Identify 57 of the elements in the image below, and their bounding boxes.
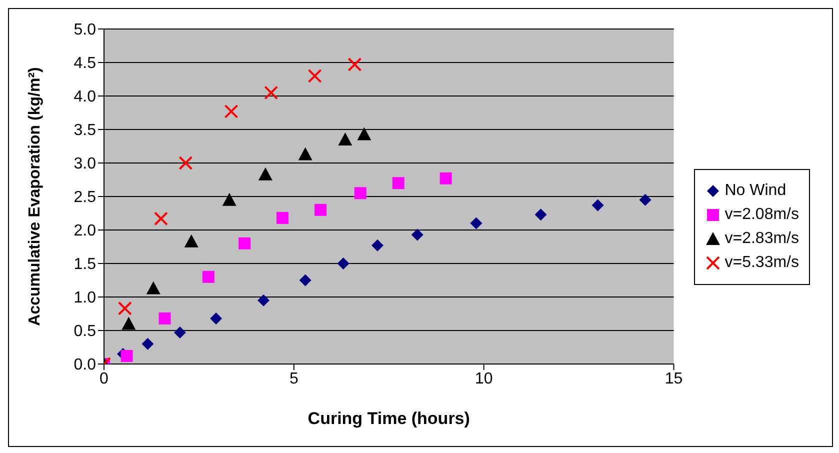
point — [174, 326, 186, 339]
point — [154, 212, 168, 226]
y-tick-label: 4.5 — [74, 55, 96, 72]
y-axis-title: Accumulative Evaporation (kg/m²) — [26, 67, 44, 326]
point — [238, 237, 251, 250]
y-tick-label: 2.0 — [74, 222, 96, 240]
x-tick-label: 0 — [100, 370, 109, 388]
legend-label: v=5.33m/s — [724, 254, 799, 272]
y-tick-label: 4.0 — [74, 88, 96, 106]
point — [354, 187, 366, 200]
y-tick-label: 5.0 — [74, 22, 96, 39]
x-tick-label: 10 — [474, 370, 493, 388]
y-tick-label: 1.0 — [74, 290, 96, 307]
point — [314, 204, 326, 216]
point — [210, 312, 222, 324]
point — [338, 132, 352, 146]
legend-label: No Wind — [724, 182, 786, 200]
point — [357, 127, 372, 140]
point — [308, 68, 322, 83]
y-tick-label: 0.5 — [74, 323, 96, 340]
point — [118, 301, 132, 316]
y-tick-label: 3.5 — [74, 122, 96, 140]
point — [120, 350, 133, 362]
legend-label: v=2.08m/s — [724, 206, 799, 224]
point — [146, 281, 160, 294]
point — [222, 192, 236, 206]
point — [122, 316, 136, 330]
point — [202, 270, 214, 283]
point — [264, 86, 278, 100]
point — [224, 104, 238, 118]
legend-label: v=2.83m/s — [724, 230, 799, 248]
point — [534, 208, 547, 221]
point — [392, 177, 404, 190]
point — [592, 199, 604, 212]
point — [639, 194, 652, 206]
point — [276, 212, 289, 224]
point — [178, 156, 193, 170]
y-tick-label: 3.0 — [74, 156, 96, 173]
x-tick-label: 5 — [289, 370, 298, 388]
x-tick-label: 15 — [664, 370, 683, 388]
point — [411, 228, 424, 241]
point — [158, 312, 171, 324]
point — [142, 338, 154, 350]
point — [371, 239, 384, 252]
point — [440, 172, 452, 184]
point — [184, 234, 198, 248]
point — [348, 58, 362, 72]
point — [470, 217, 482, 230]
y-tick-label: 2.5 — [74, 189, 96, 206]
point — [299, 274, 312, 286]
point — [258, 294, 270, 306]
y-tick-label: 0.0 — [74, 356, 96, 374]
point — [337, 258, 350, 270]
point — [298, 147, 312, 160]
x-axis-title: Curing Time (hours) — [308, 409, 470, 428]
point — [258, 167, 272, 180]
y-tick-label: 1.5 — [74, 256, 96, 274]
